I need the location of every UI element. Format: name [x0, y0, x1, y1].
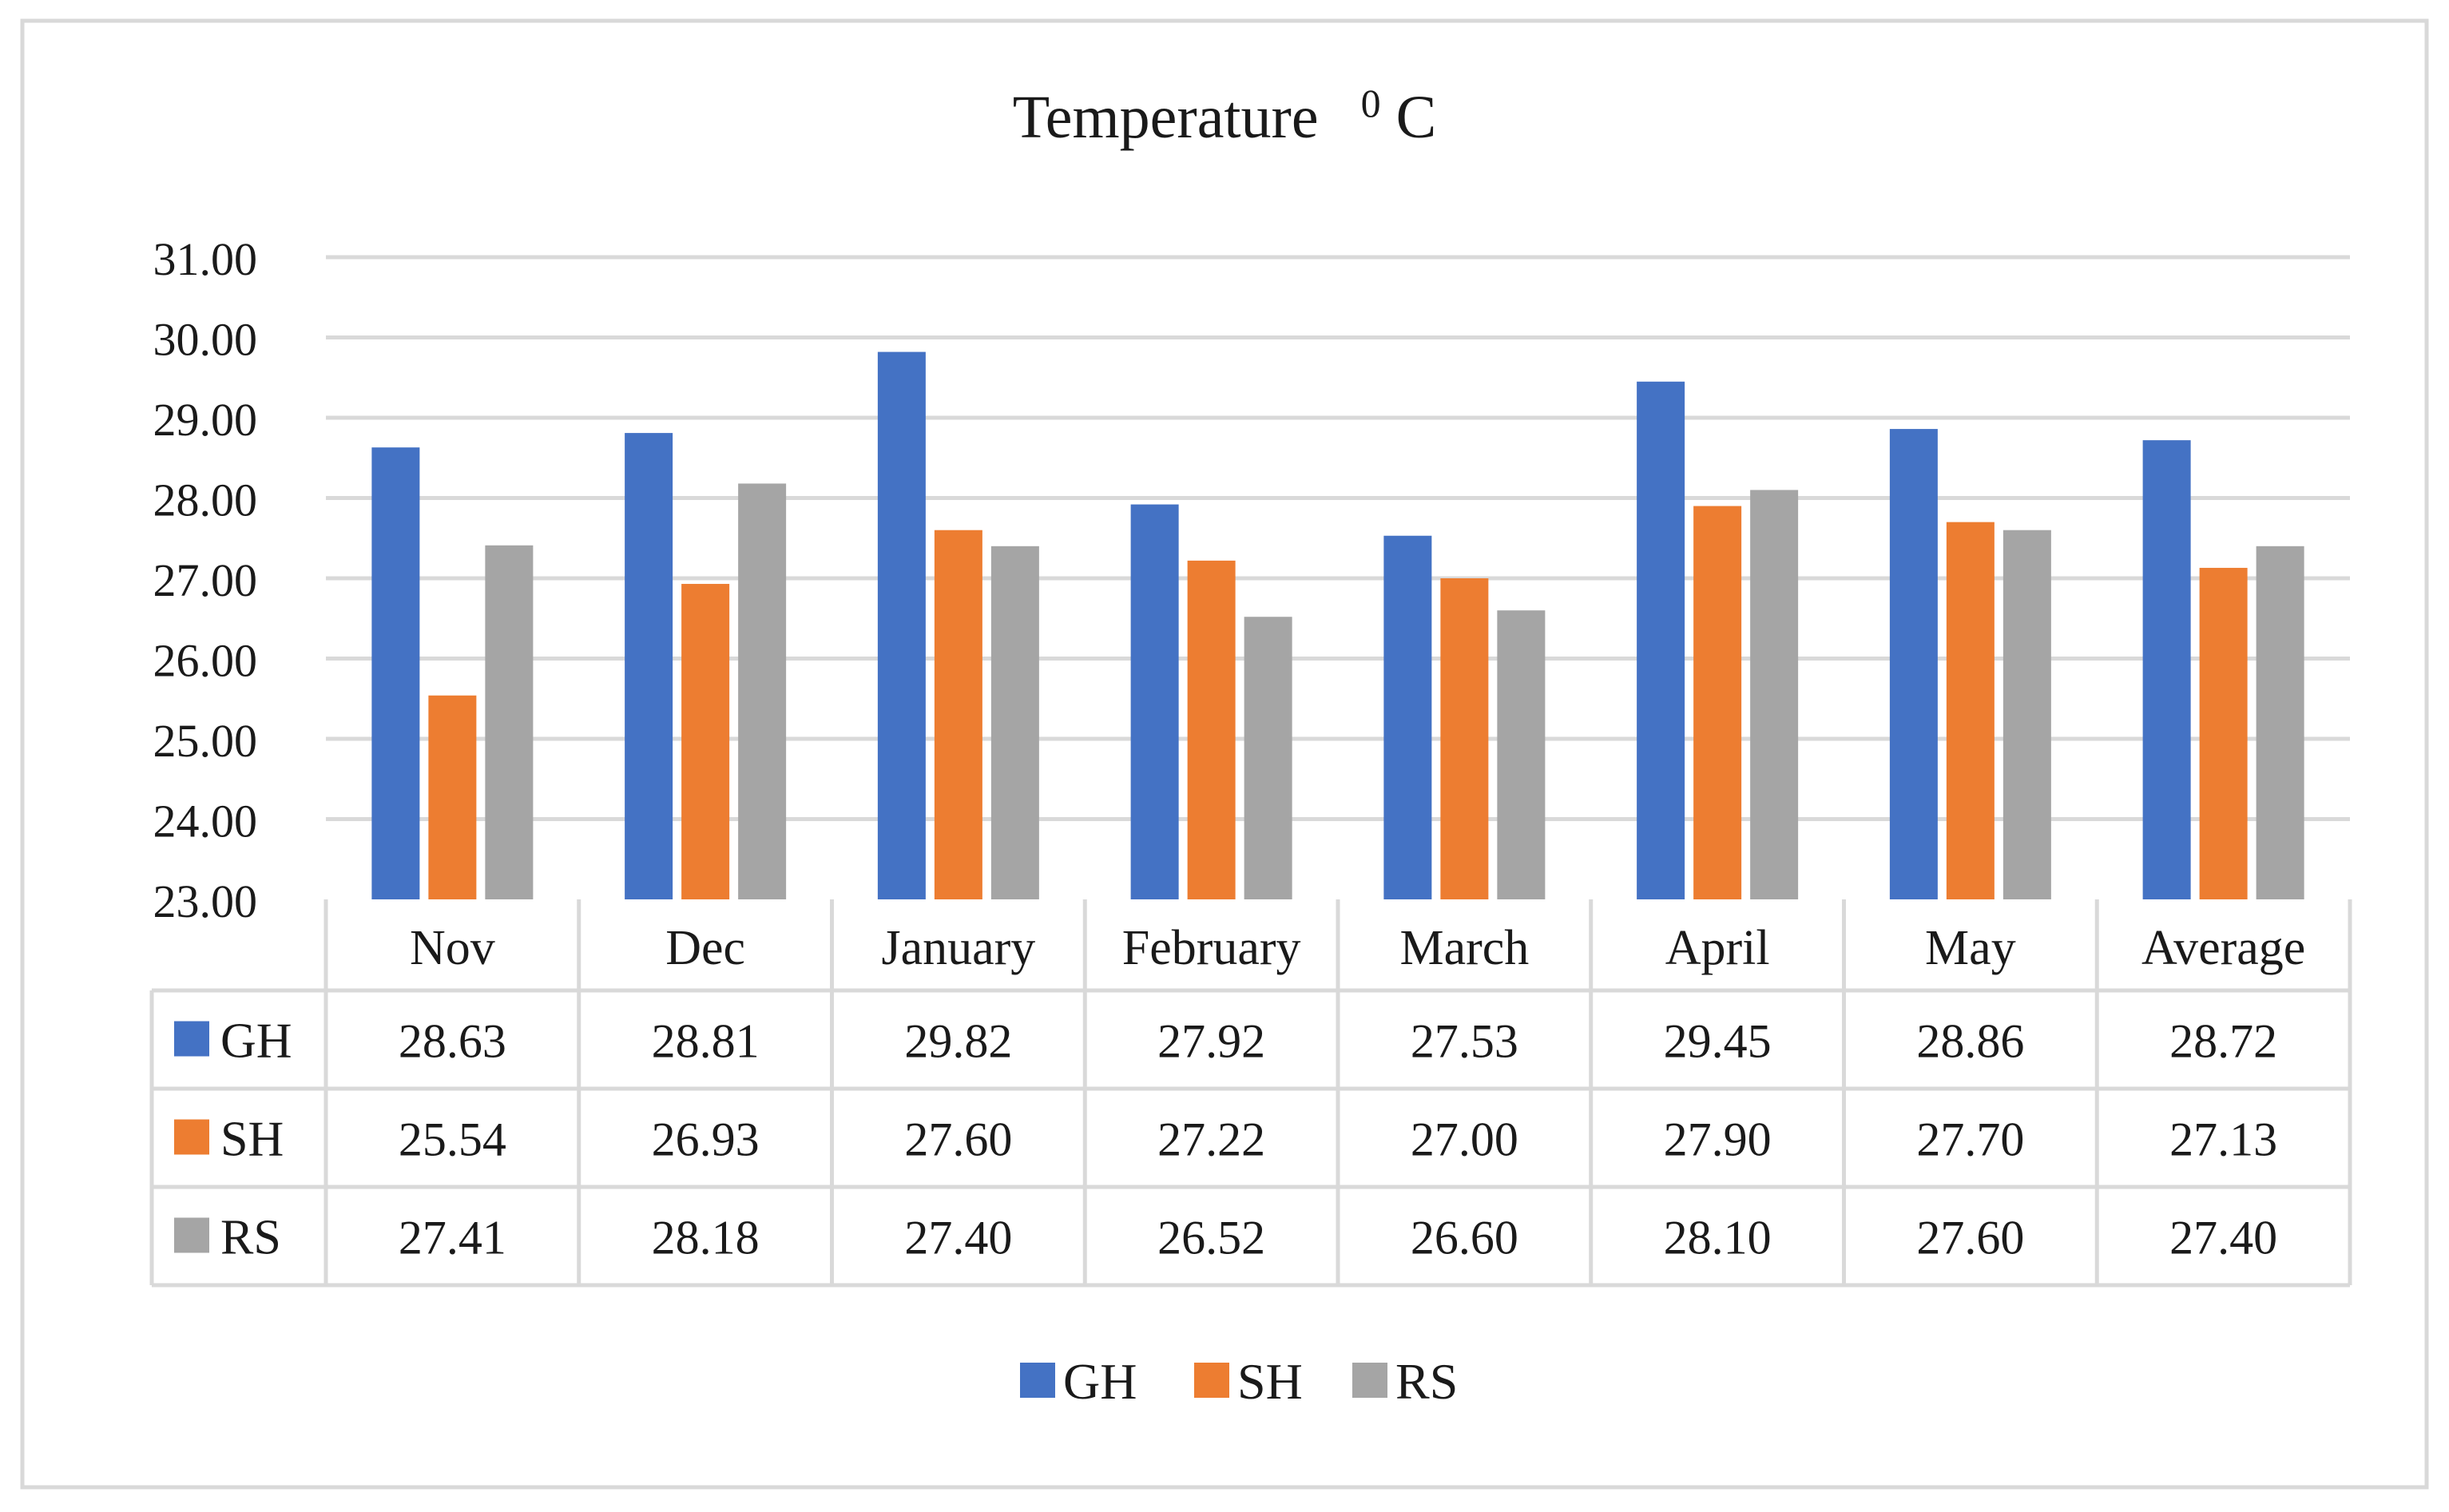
bar-gh [2142, 440, 2191, 899]
bar-gh [1130, 504, 1179, 899]
category-label: March [1399, 921, 1529, 975]
bar-sh [1440, 578, 1489, 899]
table-value: 27.53 [1411, 1015, 1518, 1068]
bar-sh [1693, 506, 1742, 899]
table-value: 27.90 [1664, 1113, 1772, 1166]
bar-sh [1187, 560, 1236, 899]
table-value: 27.41 [399, 1212, 506, 1264]
bar-rs [2256, 546, 2304, 899]
bar-rs [738, 483, 787, 899]
table-legend-key-rs [174, 1217, 209, 1253]
legend-label: GH [1063, 1353, 1137, 1410]
table-value: 28.81 [652, 1015, 760, 1068]
bar-rs [1497, 610, 1546, 899]
table-value: 27.70 [1916, 1113, 2024, 1166]
table-value: 27.40 [2169, 1212, 2277, 1264]
legend-swatch-gh [1020, 1363, 1055, 1398]
table-value: 29.45 [1664, 1015, 1772, 1068]
table-value: 28.72 [2169, 1015, 2277, 1068]
bar-rs [2002, 530, 2051, 899]
bar-rs [990, 546, 1039, 899]
table-value: 28.86 [1916, 1015, 2024, 1068]
bar-rs [1750, 490, 1799, 899]
y-tick-label: 31.00 [153, 233, 258, 285]
table-value: 26.60 [1411, 1212, 1518, 1264]
table-value: 25.54 [399, 1113, 506, 1166]
table-value: 26.93 [652, 1113, 760, 1166]
y-tick-label: 25.00 [153, 715, 258, 767]
chart-title-superscript: 0 [1361, 81, 1381, 125]
table-value: 27.92 [1157, 1015, 1265, 1068]
legend-label: RS [1395, 1353, 1458, 1410]
bar-sh [428, 695, 477, 899]
bar-gh [877, 351, 926, 900]
y-tick-label: 24.00 [153, 796, 258, 847]
bar-sh [2199, 567, 2248, 899]
table-series-name: RS [220, 1211, 281, 1265]
category-label: February [1122, 921, 1301, 975]
bar-gh [371, 447, 420, 899]
table-value: 27.40 [904, 1212, 1012, 1264]
bar-rs [485, 545, 534, 899]
category-label: Nov [410, 921, 495, 975]
category-label: January [881, 921, 1035, 975]
table-value: 28.18 [652, 1212, 760, 1264]
table-value: 27.22 [1157, 1113, 1265, 1166]
bars [371, 351, 2304, 900]
chart-title: Temperature 0 C [1013, 63, 1437, 151]
table-value: 27.60 [904, 1113, 1012, 1166]
legend-swatch-sh [1194, 1363, 1229, 1398]
y-tick-label: 30.00 [153, 314, 258, 366]
y-tick-label: 29.00 [153, 394, 258, 446]
data-table: Nov Dec January February March April May Averag… [149, 899, 2352, 1288]
table-value: 28.63 [399, 1015, 506, 1068]
y-tick-label: 23.00 [153, 875, 258, 927]
bar-rs [1244, 617, 1292, 899]
table-legend-key-gh [174, 1021, 209, 1057]
bar-sh [934, 530, 982, 899]
table-value: 29.82 [904, 1015, 1012, 1068]
legend-label: SH [1237, 1353, 1303, 1410]
category-label: May [1925, 921, 2016, 975]
bar-gh [1383, 535, 1432, 899]
legend: GH SH RS [1020, 1353, 1458, 1410]
table-legend-key-sh [174, 1119, 209, 1155]
category-label: Average [2141, 921, 2305, 975]
y-tick-label: 28.00 [153, 474, 258, 526]
y-tick-label: 26.00 [153, 635, 258, 687]
bar-sh [681, 584, 730, 899]
y-axis: 23.00 24.00 25.00 26.00 27.00 28.00 29.00 30.00… [153, 233, 258, 927]
table-value: 27.00 [1411, 1113, 1518, 1166]
table-value: 26.52 [1157, 1212, 1265, 1264]
legend-swatch-rs [1352, 1363, 1387, 1398]
category-label: April [1665, 921, 1770, 975]
table-series-name: GH [220, 1014, 292, 1069]
table-series-name: SH [220, 1113, 284, 1167]
table-value: 27.60 [1916, 1212, 2024, 1264]
y-tick-label: 27.00 [153, 554, 258, 606]
bar-gh [1889, 429, 1938, 899]
bar-sh [1946, 522, 1995, 899]
table-value: 28.10 [1664, 1212, 1772, 1264]
category-label: Dec [665, 921, 745, 975]
table-value: 27.13 [2169, 1113, 2277, 1166]
bar-gh [1637, 381, 1685, 899]
chart-title-unit: C [1396, 84, 1437, 151]
bar-gh [625, 433, 673, 899]
chart-title-main: Temperature [1013, 84, 1319, 151]
